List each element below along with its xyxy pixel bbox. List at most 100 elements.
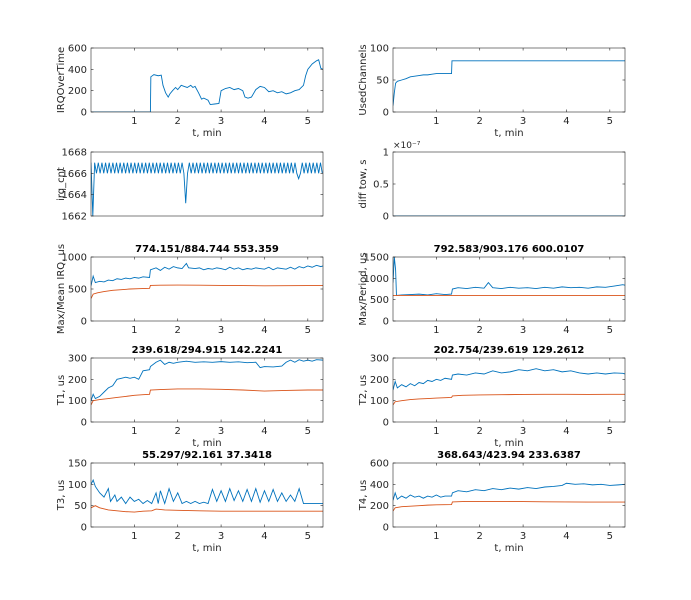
x-axis-label: t, min [494,438,523,449]
x-tick-label: 2 [175,426,181,437]
y-tick-label: 600 [370,459,389,470]
y-tick-label: 0.5 [373,180,389,191]
series-group [91,162,323,216]
series-line-2 [91,388,323,406]
x-tick-label: 4 [261,325,267,336]
x-tick-label: 4 [563,531,569,542]
x-tick-label: 5 [305,426,311,437]
y-tick-label: 150 [68,459,87,470]
y-tick-label: 1500 [364,253,389,264]
y-tick-label: 0 [81,108,87,119]
y-tick-label: 500 [370,295,389,306]
panel-title: 774.151/884.744 553.359 [135,244,279,255]
panel-4: 0 0.5 1 diff tow, s ×10⁻⁷ [358,141,626,223]
axes-box [90,462,324,528]
x-tick-label: 3 [218,116,224,127]
series-line-1 [91,359,323,401]
x-tick-label: 4 [261,531,267,542]
series-group [393,60,625,106]
axes-box [90,357,324,423]
y-tick-label: 400 [68,65,87,76]
axes-box [392,256,626,322]
series-line-1 [393,368,625,391]
x-axis-label: t, min [192,128,221,139]
x-tick-label: 1 [433,116,439,127]
axes-box [90,47,324,113]
x-tick-label: 3 [520,426,526,437]
series-line-2 [393,393,625,406]
series-line-1 [393,482,625,501]
series-group [91,359,323,406]
x-tick-label: 5 [607,531,613,542]
y-tick-label: 0 [81,418,87,429]
y-axis-label: Max/Period, us [358,252,369,325]
series-group [91,59,323,112]
panel-title: 239.618/294.915 142.2241 [132,345,283,356]
y-tick-label: 50 [376,76,389,87]
x-tick-label: 1 [433,325,439,336]
x-tick-label: 1 [433,531,439,542]
series-group [393,257,625,296]
y-axis-label: irq_cnt [56,167,67,201]
y-tick-label: 0 [383,418,389,429]
x-tick-label: 2 [477,426,483,437]
x-tick-label: 2 [477,531,483,542]
series-group [393,368,625,406]
x-tick-label: 3 [520,325,526,336]
x-tick-label: 4 [261,116,267,127]
x-tick-label: 5 [305,325,311,336]
x-tick-label: 5 [305,531,311,542]
series-line-1 [91,478,323,506]
series-line-1 [393,60,625,106]
series-line-2 [91,284,323,299]
y-tick-label: 300 [370,354,389,365]
y-axis-label: diff tow, s [358,160,369,209]
panel-10: 1 2 3 4 5 0 200 400 600 t, min T4, us 368.643/423.9… [358,450,626,554]
y-tick-label: 0 [383,108,389,119]
y-tick-label: 1 [383,148,389,159]
panel-1: 1 2 3 4 5 0 200 400 600 t, min IRQOverTime [56,44,324,139]
y-axis-label: Max/Mean IRQ, us [56,244,67,334]
y-axis-label: T2, us [358,375,369,406]
series-line-1 [91,262,323,286]
series-line-1 [393,257,625,296]
y-tick-label: 1668 [62,148,87,159]
x-tick-label: 5 [305,116,311,127]
x-axis-label: t, min [192,438,221,449]
x-tick-label: 4 [563,426,569,437]
y-tick-label: 500 [68,285,87,296]
y-tick-label: 0 [81,317,87,328]
y-tick-label: 1666 [62,169,87,180]
y-tick-label: 0 [383,317,389,328]
axes-box [392,151,626,217]
series-line-2 [91,505,323,513]
y-tick-label: 100 [68,396,87,407]
series-group [393,482,625,512]
y-tick-label: 0 [383,212,389,223]
x-tick-label: 1 [433,426,439,437]
y-tick-label: 200 [68,375,87,386]
x-tick-label: 1 [131,531,137,542]
y-tick-label: 1000 [62,253,87,264]
panel-8: 1 2 3 4 5 0 100 200 300 t, min T2, us 202.754/239.6… [358,345,626,449]
x-tick-label: 2 [477,325,483,336]
x-tick-label: 2 [175,116,181,127]
y-tick-label: 300 [68,354,87,365]
x-tick-label: 2 [175,531,181,542]
y-axis-label: T3, us [56,480,67,511]
y-tick-label: 100 [68,480,87,491]
y-axis-label: T1, us [56,375,67,406]
panel-title: 55.297/92.161 37.3418 [142,450,272,461]
x-axis-label: t, min [192,543,221,554]
series-group [91,478,323,513]
panel-3: 1662 1664 1666 1668 irq_cnt [56,148,324,223]
panel-title: 792.583/903.176 600.0107 [434,244,585,255]
x-tick-label: 5 [607,116,613,127]
panel-7: 1 2 3 4 5 0 100 200 300 t, min T1, us 239.618/294.9… [56,345,324,449]
x-tick-label: 1 [131,116,137,127]
x-tick-label: 3 [520,116,526,127]
x-tick-label: 2 [175,325,181,336]
